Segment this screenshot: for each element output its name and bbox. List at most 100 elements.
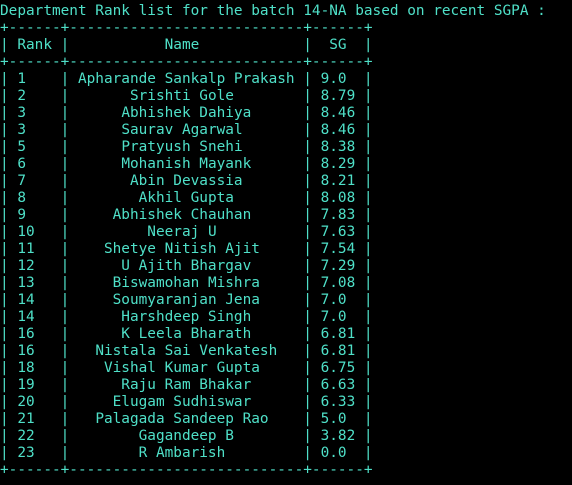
table-row: | 14 | Soumyaranjan Jena | 7.0 | (0, 292, 373, 308)
sg-cell: 6.63 (320, 377, 356, 393)
table-row: | 21 | Palagada Sandeep Rao | 5.0 | (0, 411, 373, 427)
name-cell: Gagandeep B (138, 428, 234, 444)
table-row: | 8 | Akhil Gupta | 8.08 | (0, 190, 373, 206)
sg-cell: 7.54 (320, 241, 356, 257)
sg-cell: 7.83 (320, 207, 356, 223)
rank-cell: 21 (17, 411, 35, 427)
sg-cell: 6.75 (320, 360, 356, 376)
table-row: | 6 | Mohanish Mayank | 8.29 | (0, 156, 373, 172)
rank-cell: 13 (17, 275, 35, 291)
sg-cell: 6.81 (320, 343, 356, 359)
rank-cell: 18 (17, 360, 35, 376)
sg-cell: 0.0 (320, 445, 347, 461)
name-cell: Nistala Sai Venkatesh (95, 343, 278, 359)
table-row: | 18 | Vishal Kumar Gupta | 6.75 | (0, 360, 373, 376)
table-row: | 10 | Neeraj U | 7.63 | (0, 224, 373, 240)
table-row: | 12 | U Ajith Bhargav | 7.29 | (0, 258, 373, 274)
rank-cell: 22 (17, 428, 35, 444)
name-cell: Saurav Agarwal (121, 122, 243, 138)
name-cell: Harshdeep Singh (121, 309, 252, 325)
table-row: | 9 | Abhishek Chauhan | 7.83 | (0, 207, 373, 223)
sg-cell: 8.79 (320, 88, 356, 104)
table-row: | 23 | R Ambarish | 0.0 | (0, 445, 373, 461)
sg-cell: 9.0 (320, 71, 347, 87)
table-row: | 11 | Shetye Nitish Ajit | 7.54 | (0, 241, 373, 257)
name-cell: Akhil Gupta (138, 190, 234, 206)
rank-cell: 3 (17, 122, 26, 138)
name-cell: Abin Devassia (129, 173, 243, 189)
name-cell: Abhishek Dahiya (121, 105, 252, 121)
name-cell: Apharande Sankalp Prakash (77, 71, 295, 87)
sg-cell: 7.29 (320, 258, 356, 274)
terminal-window: Department Rank list for the batch 14-NA… (0, 3, 572, 483)
rank-cell: 23 (17, 445, 35, 461)
sg-cell: 8.38 (320, 139, 356, 155)
table-border-top: +------+---------------------------+----… (0, 20, 373, 36)
sg-cell: 7.0 (320, 292, 347, 308)
table-border-header: +------+---------------------------+----… (0, 54, 373, 70)
sg-cell: 8.46 (320, 122, 356, 138)
table-row: | 3 | Abhishek Dahiya | 8.46 | (0, 105, 373, 121)
name-cell: R Ambarish (138, 445, 226, 461)
table-row: | 19 | Raju Ram Bhakar | 6.63 | (0, 377, 373, 393)
title-line: Department Rank list for the batch 14-NA… (0, 3, 572, 20)
rank-cell: 7 (17, 173, 26, 189)
name-cell: Soumyaranjan Jena (112, 292, 260, 308)
name-cell: Raju Ram Bhakar (121, 377, 252, 393)
sg-cell: 7.63 (320, 224, 356, 240)
sg-cell: 5.0 (320, 411, 347, 427)
column-header-name: Name (164, 37, 200, 53)
name-cell: Vishal Kumar Gupta (103, 360, 260, 376)
table-row: | 2 | Srishti Gole | 8.79 | (0, 88, 373, 104)
rank-cell: 1 (17, 71, 26, 87)
table-row: | 16 | Nistala Sai Venkatesh | 6.81 | (0, 343, 373, 359)
rank-cell: 2 (17, 88, 26, 104)
sg-cell: 8.46 (320, 105, 356, 121)
rank-cell: 8 (17, 190, 26, 206)
rank-cell: 12 (17, 258, 35, 274)
report-title: Department Rank list for the batch 14-NA… (0, 3, 546, 19)
rank-cell: 11 (17, 241, 35, 257)
rank-cell: 3 (17, 105, 26, 121)
sg-cell: 6.81 (320, 326, 356, 342)
rank-cell: 10 (17, 224, 35, 240)
column-header-sg: SG (329, 37, 347, 53)
rank-cell: 16 (17, 343, 35, 359)
name-cell: Biswamohan Mishra (112, 275, 260, 291)
sg-cell: 7.0 (320, 309, 347, 325)
table-row: | 14 | Harshdeep Singh | 7.0 | (0, 309, 373, 325)
rank-cell: 19 (17, 377, 35, 393)
name-cell: Srishti Gole (129, 88, 234, 104)
table-row: | 16 | K Leela Bharath | 6.81 | (0, 326, 373, 342)
rank-cell: 5 (17, 139, 26, 155)
rank-cell: 14 (17, 292, 35, 308)
name-cell: U Ajith Bhargav (121, 258, 252, 274)
rank-cell: 9 (17, 207, 26, 223)
table-row: | 3 | Saurav Agarwal | 8.46 | (0, 122, 373, 138)
rank-cell: 20 (17, 394, 35, 410)
name-cell: Palagada Sandeep Rao (95, 411, 269, 427)
sg-cell: 6.33 (320, 394, 356, 410)
terminal-output: Department Rank list for the batch 14-NA… (0, 3, 572, 479)
table-border-bottom: +------+---------------------------+----… (0, 462, 373, 478)
sg-cell: 7.08 (320, 275, 356, 291)
name-cell: Pratyush Snehi (121, 139, 243, 155)
name-cell: Abhishek Chauhan (112, 207, 252, 223)
name-cell: Elugam Sudhiswar (112, 394, 252, 410)
sg-cell: 8.21 (320, 173, 356, 189)
table-row: | 20 | Elugam Sudhiswar | 6.33 | (0, 394, 373, 410)
table-row: | 1 | Apharande Sankalp Prakash | 9.0 | (0, 71, 373, 87)
table-row: | 5 | Pratyush Snehi | 8.38 | (0, 139, 373, 155)
name-cell: Shetye Nitish Ajit (103, 241, 260, 257)
name-cell: Neeraj U (147, 224, 217, 240)
sg-cell: 3.82 (320, 428, 356, 444)
rank-cell: 14 (17, 309, 35, 325)
column-header-rank: Rank (17, 37, 52, 53)
table-header: | Rank | Name | SG | (0, 37, 373, 53)
name-cell: K Leela Bharath (121, 326, 252, 342)
rank-cell: 16 (17, 326, 35, 342)
name-cell: Mohanish Mayank (121, 156, 252, 172)
table-row: | 7 | Abin Devassia | 8.21 | (0, 173, 373, 189)
rank-cell: 6 (17, 156, 26, 172)
table-row: | 13 | Biswamohan Mishra | 7.08 | (0, 275, 373, 291)
